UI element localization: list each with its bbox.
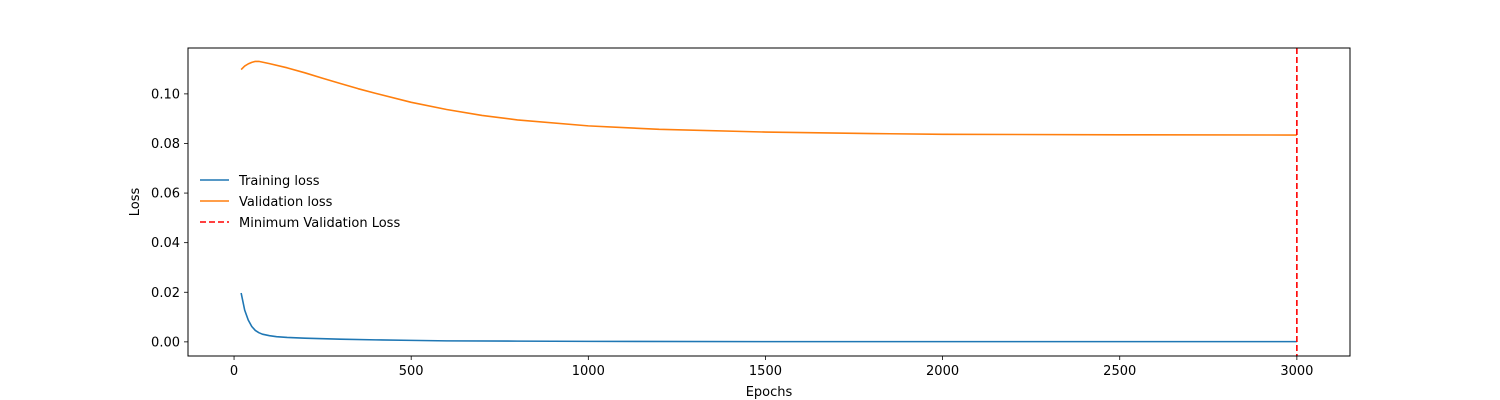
legend-label-training-loss: Training loss: [238, 174, 320, 189]
legend: Training loss Validation loss Minimum Va…: [200, 174, 400, 231]
y-tick-label: 0.08: [151, 137, 180, 152]
series-line-validation-loss: [240, 60, 1297, 136]
y-tick-label: 0.04: [151, 236, 180, 251]
y-axis-title: Loss: [128, 188, 143, 217]
y-tick-label: 0.06: [151, 187, 180, 202]
y-tick-label: 0.00: [151, 335, 180, 350]
x-tick-label: 3000: [1280, 364, 1313, 379]
y-tick-label: 0.02: [151, 286, 180, 301]
x-tick-label: 2500: [1103, 364, 1136, 379]
legend-label-minimum-validation-loss: Minimum Validation Loss: [239, 216, 400, 231]
series-line-training-loss: [240, 292, 1297, 343]
y-axis: 0.00 0.02 0.04 0.06 0.08 0.10: [151, 87, 188, 350]
x-axis-title: Epochs: [746, 385, 793, 400]
y-tick-label: 0.10: [151, 87, 180, 102]
x-tick-label: 1000: [572, 364, 605, 379]
axes-frame: [187, 47, 1351, 357]
x-tick-label: 500: [399, 364, 424, 379]
x-tick-label: 2000: [926, 364, 959, 379]
x-axis: 0 500 1000 1500 2000 2500 3000: [230, 356, 1313, 379]
x-tick-label: 0: [230, 364, 238, 379]
plot-lines: [240, 48, 1298, 356]
x-tick-label: 1500: [749, 364, 782, 379]
legend-label-validation-loss: Validation loss: [239, 195, 333, 210]
